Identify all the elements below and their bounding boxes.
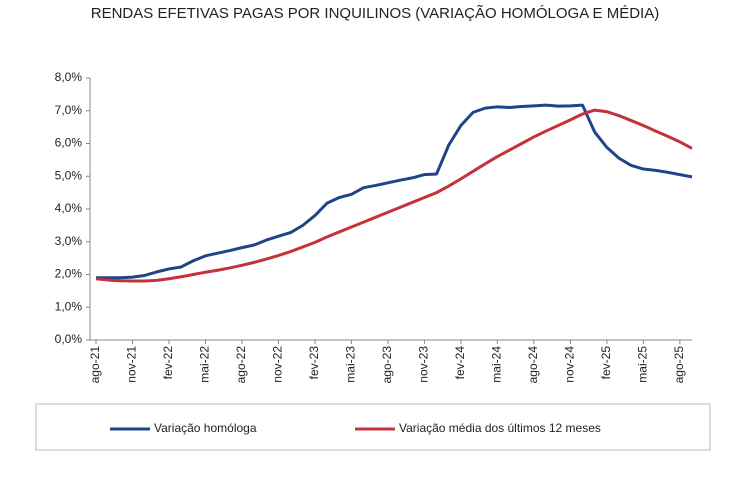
x-tick-label: ago-25 — [672, 346, 686, 384]
y-tick-label: 7,0% — [55, 103, 83, 117]
y-tick-label: 8,0% — [55, 70, 83, 84]
x-tick-label: nov-23 — [417, 346, 431, 383]
x-tick-label: fev-25 — [599, 346, 613, 380]
x-tick-label: ago-23 — [380, 346, 394, 384]
series-line — [95, 108, 693, 283]
x-tick-label: mai-24 — [490, 346, 504, 383]
x-tick-label: ago-22 — [234, 346, 248, 384]
x-tick-label: fev-22 — [161, 346, 175, 380]
legend-box — [35, 403, 711, 451]
y-tick-label: 6,0% — [55, 136, 83, 150]
y-tick-label: 2,0% — [55, 267, 83, 281]
x-tick-label: nov-21 — [125, 346, 139, 383]
chart-title: RENDAS EFETIVAS PAGAS POR INQUILINOS (VA… — [91, 5, 659, 22]
x-tick-label: mai-23 — [344, 346, 358, 383]
series-line — [96, 103, 693, 280]
x-tick-label: mai-22 — [198, 346, 212, 383]
legend-label: Variação média dos últimos 12 meses — [399, 421, 601, 435]
x-tick-label: mai-25 — [636, 346, 650, 383]
y-tick-label: 5,0% — [55, 168, 83, 182]
x-tick-label: fev-23 — [307, 346, 321, 380]
y-tick-label: 3,0% — [55, 234, 83, 248]
x-tick-label: nov-24 — [563, 346, 577, 383]
y-tick-label: 0,0% — [55, 332, 83, 346]
y-tick-label: 1,0% — [55, 299, 83, 313]
legend-label: Variação homóloga — [154, 421, 257, 435]
y-tick-label: 4,0% — [55, 201, 83, 215]
x-tick-label: ago-21 — [88, 346, 102, 384]
x-tick-label: fev-24 — [453, 346, 467, 380]
x-tick-label: ago-24 — [526, 346, 540, 384]
x-tick-label: nov-22 — [271, 346, 285, 383]
